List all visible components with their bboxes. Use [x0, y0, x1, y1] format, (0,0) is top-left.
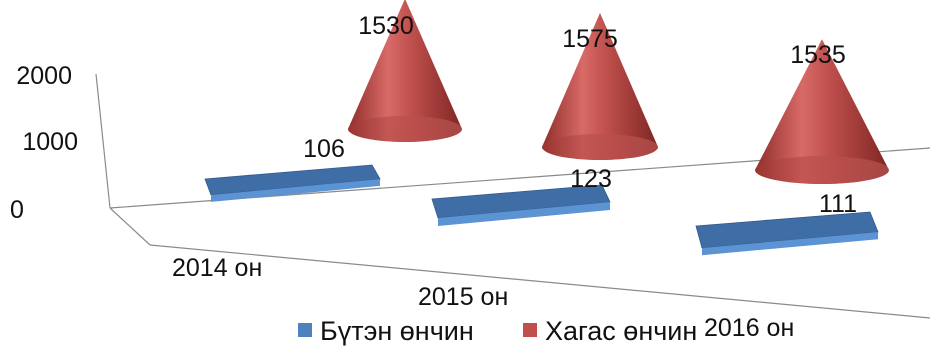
legend-label: Бүтэн өнчин: [320, 316, 474, 346]
floor-left-edge: [109, 207, 151, 246]
cone-half-orphan: [348, 0, 462, 142]
data-label-half-orphan: 1530: [358, 12, 414, 40]
data-label-half-orphan: 1535: [790, 41, 846, 69]
y-axis-line: [95, 73, 111, 209]
bar-full-orphan: [431, 184, 611, 226]
data-label-full-orphan: 123: [570, 165, 612, 193]
y-tick-label: 0: [10, 196, 24, 224]
legend-label: Хагас өнчин: [545, 316, 697, 346]
chart-marks: 106 123 111 1530 1575 1535: [204, 0, 889, 256]
cone-half-orphan: [542, 12, 658, 161]
bar-full-orphan: [695, 211, 879, 256]
cone-half-orphan: [755, 39, 889, 184]
category-label: 2015 он: [418, 283, 508, 311]
category-labels: 2014 он 2015 он 2016 он: [172, 254, 794, 342]
y-tick-label: 2000: [16, 62, 72, 90]
category-label: 2016 он: [704, 314, 794, 342]
legend-swatch: [298, 323, 312, 337]
data-label-full-orphan: 106: [303, 135, 345, 163]
category-label: 2014 он: [172, 254, 262, 282]
data-label-half-orphan: 1575: [562, 25, 618, 53]
legend: Бүтэн өнчин Хагас өнчин: [298, 316, 697, 346]
floor-front-edge: [149, 244, 931, 319]
data-label-full-orphan: 111: [819, 190, 857, 218]
y-axis-ticks: 2000 1000 0: [10, 62, 78, 224]
legend-swatch: [523, 323, 537, 337]
y-tick-label: 1000: [22, 128, 78, 156]
bar-full-orphan: [204, 164, 381, 202]
